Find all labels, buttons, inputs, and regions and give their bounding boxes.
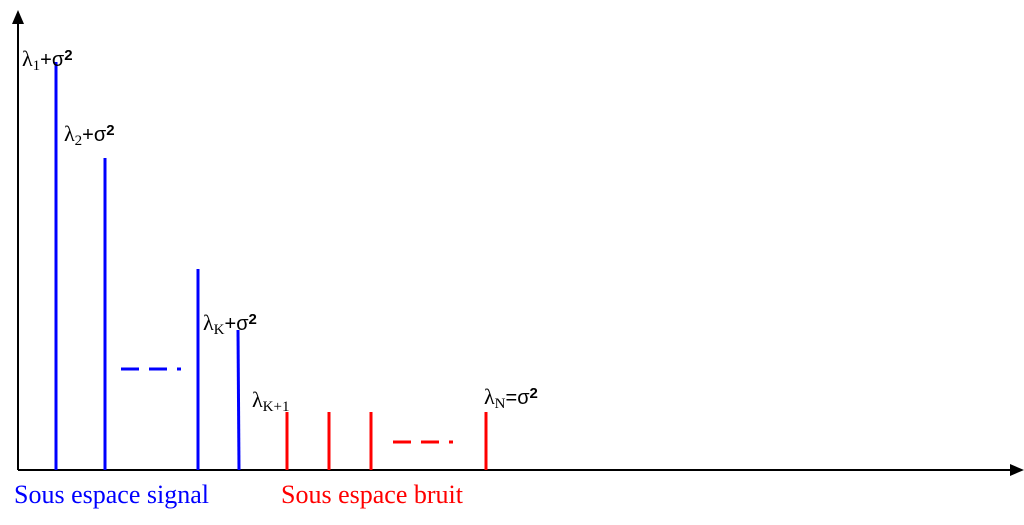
sigma-symbol: σ <box>51 49 65 71</box>
signal-subspace-label: Sous espace signal <box>14 480 209 509</box>
sigma-symbol: σ <box>517 387 530 409</box>
lambda-symbol: λ <box>484 384 495 409</box>
lambda-subscript: N <box>494 396 506 412</box>
sigma-power: 2 <box>64 47 73 64</box>
label-lambda-k-plus-1: λK+1 <box>252 389 289 415</box>
x-axis-arrow <box>1010 464 1024 476</box>
operator: = <box>505 387 518 409</box>
lambda-subscript: 2 <box>74 133 83 149</box>
sigma-symbol: σ <box>93 124 107 146</box>
lambda-symbol: λ <box>64 121 75 146</box>
operator: + <box>224 313 237 335</box>
operator: + <box>82 124 94 146</box>
lambda-symbol: λ <box>22 46 33 71</box>
sigma-power: 2 <box>106 122 115 139</box>
lambda-symbol: λ <box>252 387 263 412</box>
sigma-power: 2 <box>529 385 538 402</box>
lambda-subscript: K <box>213 322 225 338</box>
sigma-power: 2 <box>248 311 257 328</box>
label-lambda-1: λ1+σ2 <box>22 48 73 74</box>
label-lambda-k: λK+σ2 <box>203 312 257 338</box>
operator: + <box>40 49 52 71</box>
label-lambda-2: λ2+σ2 <box>64 123 115 149</box>
y-axis-arrow <box>12 10 24 24</box>
sigma-symbol: σ <box>236 313 249 335</box>
lambda-symbol: λ <box>203 310 214 335</box>
eigen-bar-k <box>236 329 241 471</box>
noise-subspace-label: Sous espace bruit <box>281 480 463 509</box>
lambda-subscript: K+1 <box>262 399 290 415</box>
lambda-subscript: 1 <box>32 58 41 74</box>
label-lambda-n: λN=σ2 <box>484 386 538 412</box>
